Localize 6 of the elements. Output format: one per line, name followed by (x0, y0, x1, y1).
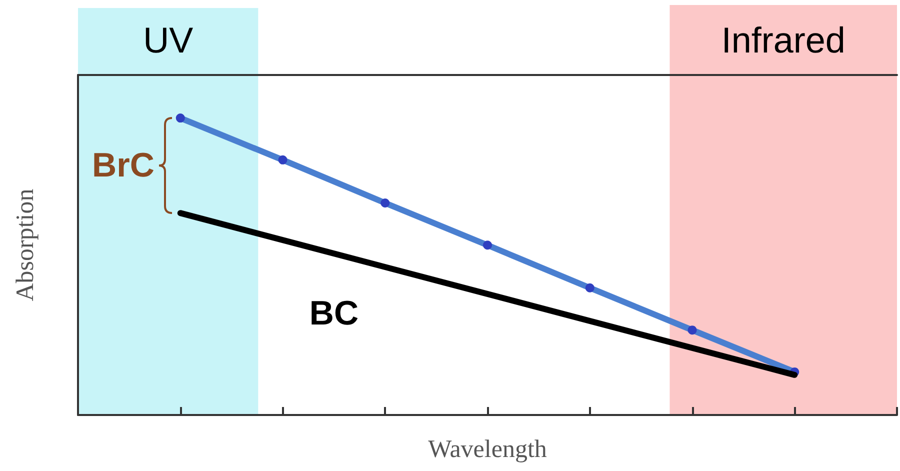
y-axis-title: Absorption (12, 188, 39, 302)
text: Infrared (721, 20, 846, 60)
annotation: BrC (92, 146, 154, 185)
annotation: BC (309, 294, 358, 333)
text: UV (143, 20, 194, 60)
x-axis-title: Wavelength (428, 436, 548, 463)
